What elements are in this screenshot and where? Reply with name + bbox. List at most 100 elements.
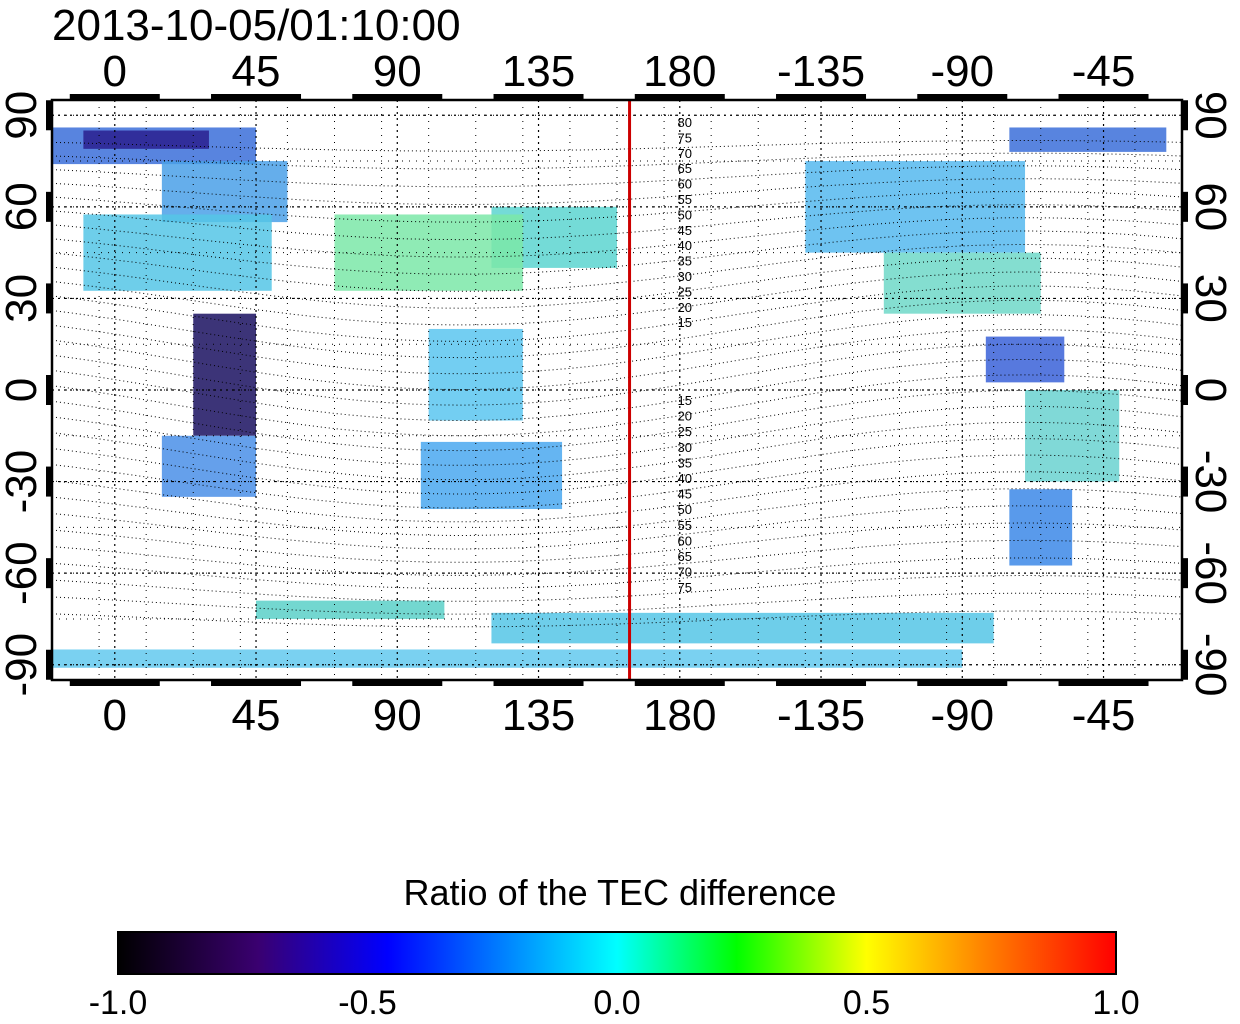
right-lat-label: -30 [1186, 450, 1235, 514]
colorbar-title: Ratio of the TEC difference [403, 872, 837, 913]
right-axis-tick [1182, 283, 1188, 314]
bottom-axis-tick [776, 680, 867, 686]
mlat-contour [52, 610, 1182, 628]
south-mlat-label: 20 [678, 409, 692, 424]
bottom-lon-label: 90 [373, 691, 422, 740]
tec-data-patch [420, 441, 563, 510]
left-lat-label: 90 [0, 91, 46, 140]
north-mlat-label: 30 [678, 269, 692, 284]
top-lon-label: 45 [232, 47, 281, 96]
colorbar-tick-label: -0.5 [338, 984, 397, 1022]
mlat-contour [52, 152, 1182, 170]
north-mlat-label: 15 [678, 315, 692, 330]
tec-data-patch [161, 161, 288, 223]
top-axis-tick [634, 94, 725, 100]
right-lat-label: 60 [1186, 182, 1235, 231]
mlat-contour [52, 438, 1182, 495]
bottom-lon-label: -45 [1072, 691, 1136, 740]
top-lon-label: 180 [643, 47, 716, 96]
tec-data-patch [491, 612, 994, 644]
top-axis-tick [776, 94, 867, 100]
north-mlat-label: 50 [678, 207, 692, 222]
tec-data-patch [428, 328, 523, 421]
tec-data-patch [52, 649, 963, 668]
top-axis-tick [69, 94, 160, 100]
bottom-lon-label: 0 [103, 691, 127, 740]
mlat-contour [52, 178, 1182, 206]
right-lat-label: 90 [1186, 91, 1235, 140]
mlat-contour [52, 405, 1182, 466]
tec-data-patch [83, 130, 209, 149]
mlat-contour [52, 557, 1182, 589]
mlat-contour [52, 204, 1182, 241]
left-lat-label: 60 [0, 182, 46, 231]
top-lon-label: 135 [502, 47, 575, 96]
left-lat-label: -90 [0, 633, 46, 697]
mlat-contour [52, 271, 1182, 326]
bottom-lon-label: 45 [232, 691, 281, 740]
right-axis-tick [1182, 466, 1188, 497]
north-mlat-label: 65 [678, 161, 692, 176]
left-lat-label: 0 [0, 378, 46, 402]
colorbar-tick-label: -1.0 [88, 984, 148, 1022]
right-axis-tick [1182, 191, 1188, 222]
mlat-contour [52, 140, 1182, 152]
top-axis-tick [493, 94, 584, 100]
right-axis-tick [1182, 558, 1188, 589]
colorbar-gradient [117, 931, 1117, 975]
north-mlat-label: 45 [678, 223, 692, 238]
bottom-lon-label: -90 [930, 691, 994, 740]
mlat-contour [52, 191, 1182, 223]
north-mlat-label: 60 [678, 177, 692, 192]
left-lat-label: -60 [0, 541, 46, 605]
north-mlat-label: 55 [678, 192, 692, 207]
south-mlat-label: 25 [678, 424, 692, 439]
mlat-contour [52, 454, 1182, 509]
right-lat-label: 0 [1186, 378, 1235, 402]
left-lat-label: -30 [0, 450, 46, 514]
right-axis-tick [1182, 375, 1188, 405]
top-lon-label: 90 [373, 47, 422, 96]
mlat-contour [52, 285, 1182, 342]
top-lon-label: 0 [103, 47, 127, 96]
north-mlat-label: 35 [678, 254, 692, 269]
left-axis-tick [46, 191, 52, 222]
bottom-lon-label: 180 [643, 691, 716, 740]
mlat-contour [52, 574, 1182, 602]
south-mlat-label: 40 [678, 471, 692, 486]
bottom-axis-tick [211, 680, 302, 686]
top-axis-tick [1058, 94, 1149, 100]
mlat-contour [52, 389, 1182, 452]
bottom-axis-tick [69, 680, 160, 686]
north-mlat-label: 70 [678, 146, 692, 161]
mlat-contour [52, 421, 1182, 481]
tec-data-patch [334, 214, 523, 291]
left-axis-tick [46, 375, 52, 405]
left-axis-tick [46, 466, 52, 497]
right-lat-label: -60 [1186, 541, 1235, 605]
south-mlat-label: 15 [678, 393, 692, 408]
mlat-contour [52, 328, 1182, 391]
left-axis-tick [46, 649, 52, 680]
top-axis-tick [211, 94, 302, 100]
south-mlat-label: 50 [678, 502, 692, 517]
south-mlat-label: 70 [678, 565, 692, 580]
tec-data-patch [193, 313, 257, 436]
south-mlat-label: 65 [678, 549, 692, 564]
map-plot-area: 0 45 90 135 180 -135 -90 -45 0 45 90 135 180 -135 -90 -… [0, 47, 1235, 740]
mlat-contour [52, 217, 1182, 258]
colorbar [117, 931, 1117, 975]
top-lon-label: -45 [1072, 47, 1136, 96]
bottom-axis-tick [493, 680, 584, 686]
bottom-axis-tick [1058, 680, 1149, 686]
tec-data-patch [1009, 127, 1167, 152]
south-mlat-label: 30 [678, 440, 692, 455]
colorbar-tick-label: 0.5 [842, 984, 891, 1022]
left-lat-label: 30 [0, 274, 46, 323]
north-mlat-label: 20 [678, 300, 692, 315]
north-mlat-label: 25 [678, 284, 692, 299]
left-axis-tick [46, 558, 52, 589]
north-mlat-label: 80 [678, 115, 692, 130]
mlat-contour [52, 539, 1182, 576]
bottom-axis-tick [352, 680, 443, 686]
